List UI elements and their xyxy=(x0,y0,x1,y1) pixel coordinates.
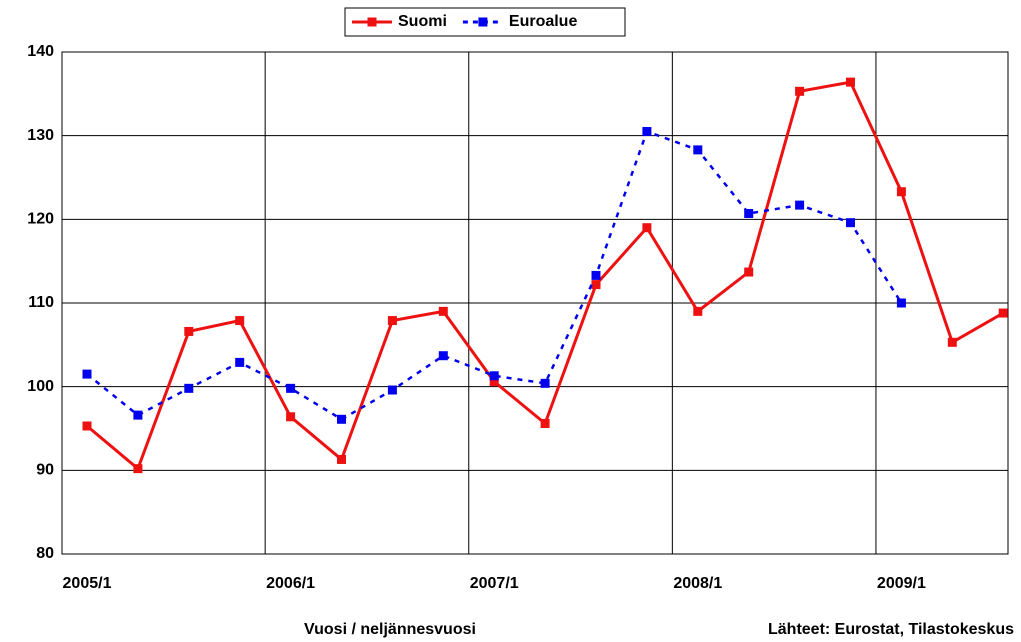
data-point xyxy=(846,218,855,228)
data-point xyxy=(591,280,601,290)
data-point xyxy=(947,337,957,347)
data-point xyxy=(133,464,143,474)
y-tick-label: 80 xyxy=(36,545,54,562)
data-point xyxy=(235,316,245,326)
y-tick-label: 100 xyxy=(27,378,54,395)
data-point xyxy=(387,385,397,395)
data-point xyxy=(540,378,550,388)
data-point xyxy=(438,351,448,361)
x-axis-label: Vuosi / neljännesvuosi xyxy=(304,621,476,638)
data-point xyxy=(591,270,601,280)
x-tick-label: 2006/1 xyxy=(266,575,315,592)
source-note: Lähteet: Eurostat, Tilastokeskus xyxy=(768,621,1014,638)
data-point xyxy=(133,410,143,420)
x-tick-label: 2007/1 xyxy=(470,575,519,592)
data-point xyxy=(540,418,550,428)
data-point xyxy=(184,383,194,393)
data-point xyxy=(693,145,703,155)
y-tick-label: 110 xyxy=(28,294,54,311)
data-point xyxy=(337,454,346,464)
data-point xyxy=(744,208,754,218)
data-point xyxy=(387,316,397,326)
data-point xyxy=(184,326,194,336)
data-point xyxy=(896,187,906,197)
data-point xyxy=(693,306,703,316)
plot-border xyxy=(61,51,1009,555)
legend-label: Euroalue xyxy=(509,13,578,30)
data-point xyxy=(846,77,855,87)
y-tick-label: 120 xyxy=(27,211,54,228)
data-point xyxy=(438,306,448,316)
data-point xyxy=(795,200,805,210)
data-point xyxy=(998,308,1008,318)
data-point xyxy=(337,414,346,424)
series-line xyxy=(86,80,1004,472)
series-line xyxy=(86,129,903,421)
x-tick-label: 2008/1 xyxy=(673,575,722,592)
x-tick-label: 2009/1 xyxy=(877,575,926,592)
data-point xyxy=(795,86,805,96)
legend-label: Suomi xyxy=(398,13,447,30)
data-point xyxy=(489,377,499,387)
y-tick-label: 130 xyxy=(27,127,54,144)
data-point xyxy=(744,267,754,277)
data-point xyxy=(642,223,652,233)
legend-marker xyxy=(367,17,377,27)
x-tick-label: 2005/1 xyxy=(63,575,112,592)
y-tick-label: 140 xyxy=(27,43,54,60)
data-point xyxy=(235,357,245,367)
data-point xyxy=(82,369,92,379)
data-point xyxy=(489,371,499,381)
data-point xyxy=(286,383,296,393)
data-point xyxy=(896,298,906,308)
data-point xyxy=(82,421,92,431)
data-point xyxy=(286,412,296,422)
data-point xyxy=(642,126,652,136)
y-tick-label: 90 xyxy=(36,462,54,479)
legend-marker xyxy=(478,17,488,27)
